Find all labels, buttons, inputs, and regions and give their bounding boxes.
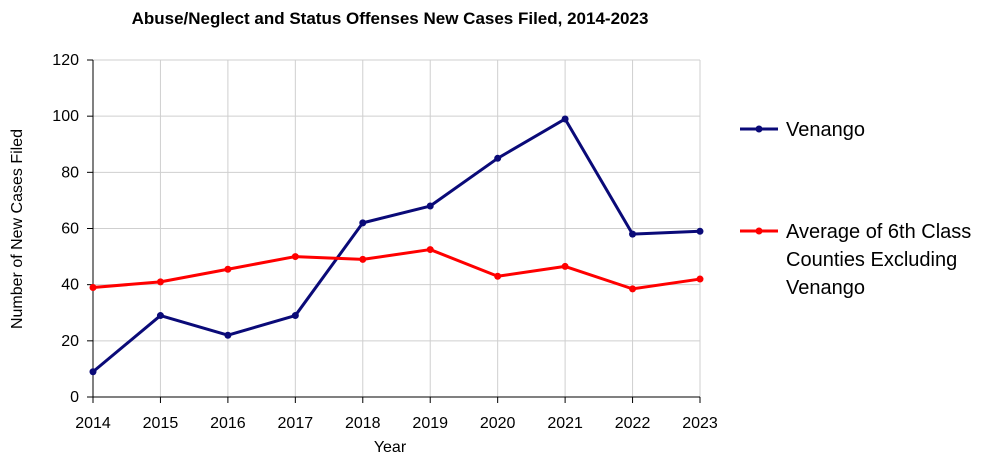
data-point — [696, 275, 704, 283]
data-point — [156, 278, 164, 286]
x-tick-label: 2019 — [412, 415, 448, 432]
x-tick-label: 2021 — [547, 415, 583, 432]
legend-item-1: Venango — [740, 119, 865, 141]
y-tick-label: 80 — [61, 164, 79, 181]
x-tick-label: 2022 — [615, 415, 651, 432]
data-point — [224, 265, 232, 273]
data-point — [156, 312, 164, 320]
series-line — [92, 248, 701, 291]
data-point — [494, 272, 502, 280]
chart-title: Abuse/Neglect and Status Offenses New Ca… — [132, 9, 649, 28]
x-tick-label: 2020 — [480, 415, 516, 432]
y-axis-title: Number of New Cases Filed — [9, 129, 26, 329]
y-tick-label: 100 — [52, 108, 79, 125]
x-tick-label: 2017 — [278, 415, 314, 432]
legend-label: Venango — [786, 119, 865, 141]
axes — [87, 59, 701, 403]
series-group — [89, 115, 704, 376]
data-point — [359, 219, 367, 227]
data-point — [426, 246, 434, 254]
series-2 — [89, 246, 704, 293]
data-point — [89, 283, 97, 291]
gridlines — [93, 59, 701, 397]
legend-item-2: Average of 6th Class Counties Excluding Ve… — [740, 221, 971, 299]
data-point — [291, 253, 299, 261]
legend-swatch-marker — [755, 125, 763, 133]
x-tick-label: 2014 — [75, 415, 111, 432]
x-axis-title: Year — [374, 439, 407, 456]
x-tick-label: 2023 — [682, 415, 718, 432]
data-point — [629, 230, 637, 238]
legend: Venango Average of 6th Class Counties Excl… — [740, 119, 971, 299]
data-point — [494, 154, 502, 162]
legend-label: Average of 6th Class Counties Excluding Ve… — [786, 221, 971, 299]
y-tick-label: 40 — [61, 277, 79, 294]
x-tick-label: 2016 — [210, 415, 246, 432]
data-point — [561, 115, 569, 123]
x-tick-labels: 2014 2015 2016 2017 2018 2019 2020 2021 2022 2023 — [75, 415, 718, 432]
y-tick-label: 120 — [52, 52, 79, 69]
series-line — [92, 117, 701, 373]
data-point — [359, 255, 367, 263]
series-1 — [89, 115, 704, 376]
y-tick-label: 0 — [70, 389, 79, 406]
data-point — [426, 202, 434, 210]
x-tick-label: 2018 — [345, 415, 381, 432]
data-point — [696, 227, 704, 235]
y-tick-label: 20 — [61, 333, 79, 350]
data-point — [89, 368, 97, 376]
data-point — [291, 312, 299, 320]
legend-swatch-marker — [755, 227, 763, 235]
y-tick-label: 60 — [61, 221, 79, 238]
y-tick-labels: 0 20 40 60 80 100 120 — [52, 52, 79, 406]
data-point — [224, 331, 232, 339]
x-tick-label: 2015 — [143, 415, 179, 432]
data-point — [629, 285, 637, 293]
data-point — [561, 262, 569, 270]
